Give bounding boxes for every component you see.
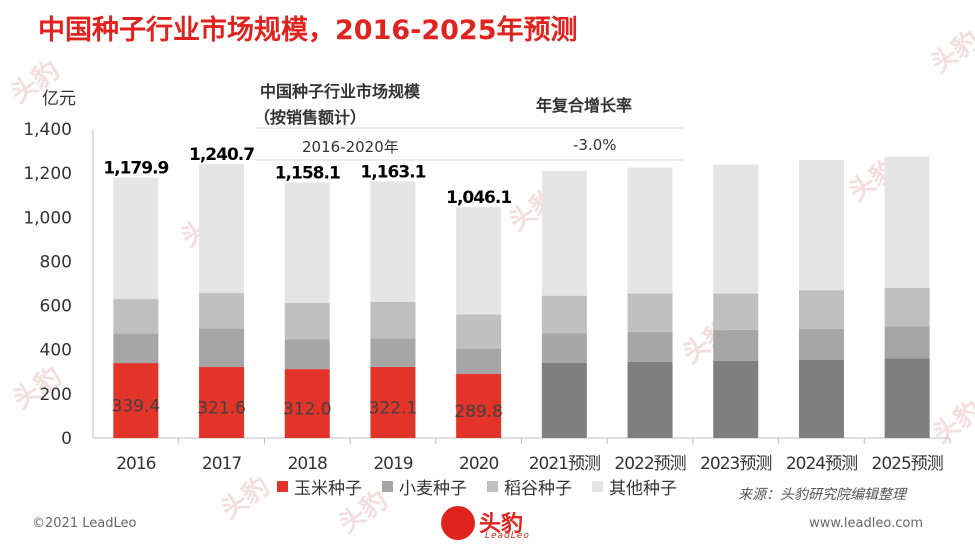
y-tick-label: 400 — [40, 341, 72, 361]
legend-item-other: 其他种子 — [592, 474, 677, 499]
y-tick-label: 1,000 — [23, 208, 72, 228]
bar-segment-other — [370, 181, 416, 302]
legend-item-wheat: 小麦种子 — [382, 474, 467, 499]
page-title: 中国种子行业市场规模，2016-2025年预测 — [38, 15, 578, 46]
bar-segment-corn — [713, 360, 759, 438]
bar-segment-rice — [113, 299, 159, 334]
bar-segment-rice — [284, 302, 330, 340]
data-label-total: 1,240.7 — [189, 145, 254, 165]
bar-segment-other — [284, 182, 330, 303]
y-tick-label: 1,400 — [23, 120, 72, 140]
legend-item-rice: 稻谷种子 — [487, 474, 572, 499]
copyright: ©2021 LeadLeo — [32, 516, 137, 531]
bar-segment-other — [884, 156, 930, 288]
legend-label: 小麦种子 — [399, 479, 467, 499]
bar-segment-wheat — [884, 326, 930, 359]
bar-segment-corn — [284, 369, 330, 438]
table-header-market-size: 中国种子行业市场规模 — [260, 82, 421, 101]
leadleo-logo: 头豹 LeadLeo — [433, 500, 553, 546]
x-tick-label: 2023预测 — [700, 454, 771, 474]
legend-label: 其他种子 — [609, 479, 677, 499]
x-tick-label: 2019 — [373, 454, 412, 474]
bar-segment-corn — [370, 366, 416, 438]
bar-segment-rice — [884, 287, 930, 327]
data-label-corn: 321.6 — [197, 399, 246, 419]
bar-segment-wheat — [456, 348, 502, 375]
bar-segment-rice — [456, 314, 502, 349]
x-tick-label: 2017 — [202, 454, 241, 474]
y-tick-label: 800 — [40, 252, 72, 272]
website-link[interactable]: www.leadleo.com — [809, 516, 923, 531]
legend-swatch — [592, 481, 603, 492]
bar-segment-rice — [541, 295, 587, 334]
logo-sub: LeadLeo — [485, 531, 530, 541]
bar-segment-rice — [199, 293, 245, 329]
bar-segment-corn — [541, 362, 587, 438]
x-tick-label: 2020 — [459, 454, 498, 474]
bar-segment-corn — [798, 359, 844, 438]
bar-segment-rice — [798, 290, 844, 329]
bar-segment-corn — [456, 374, 502, 438]
data-label-corn: 289.8 — [454, 402, 503, 422]
x-tick-label: 2018 — [288, 454, 327, 474]
bar-segment-other — [113, 177, 159, 300]
table-header-cagr: 年复合增长率 — [536, 96, 633, 115]
data-label-total: 1,046.1 — [446, 188, 511, 208]
bar-segment-other — [798, 159, 844, 291]
y-tick-label: 0 — [61, 429, 72, 449]
bar-segment-other — [199, 164, 245, 294]
chart-legend: 玉米种子 小麦种子 稻谷种子 其他种子 — [277, 474, 677, 499]
data-label-corn: 339.4 — [112, 397, 161, 417]
bar-segment-corn — [884, 358, 930, 438]
bar-segment-corn — [627, 361, 673, 438]
legend-label: 玉米种子 — [294, 479, 362, 499]
bar-segment-corn — [199, 367, 245, 438]
bar-segment-wheat — [199, 328, 245, 368]
bar-segment-wheat — [798, 328, 844, 360]
table-header-market-size-note: （按销售额计） — [254, 108, 367, 127]
x-tick-label: 2021预测 — [529, 454, 600, 474]
x-tick-label: 2024预测 — [786, 454, 857, 474]
bar-segment-rice — [627, 293, 673, 333]
x-tick-label: 2022预测 — [614, 454, 685, 474]
source-note: 来源：头豹研究院编辑整理 — [738, 487, 906, 503]
bar-segment-other — [541, 170, 587, 296]
y-tick-label: 200 — [40, 385, 72, 405]
bar-segment-wheat — [284, 339, 330, 370]
bar-segment-other — [456, 207, 502, 315]
y-tick-label: 600 — [40, 297, 72, 317]
x-tick-label: 2025预测 — [872, 454, 943, 474]
y-axis-label: 亿元 — [42, 89, 76, 109]
bar-segment-wheat — [541, 333, 587, 363]
data-label-corn: 312.0 — [283, 400, 332, 420]
data-label-total: 1,179.9 — [103, 159, 168, 179]
data-label-corn: 322.1 — [369, 398, 418, 418]
table-row-cagr: -3.0% — [573, 136, 617, 154]
bar-segment-other — [713, 164, 759, 294]
bar-segment-wheat — [713, 329, 759, 361]
data-label-total: 1,158.1 — [275, 163, 340, 183]
legend-label: 稻谷种子 — [504, 479, 572, 499]
y-tick-label: 1,200 — [23, 164, 72, 184]
bar-segment-rice — [713, 293, 759, 330]
logo-name: 头豹 — [479, 512, 524, 537]
bar-segment-rice — [370, 301, 416, 339]
legend-swatch — [277, 481, 288, 492]
bar-segment-corn — [113, 363, 159, 438]
bar-segment-other — [627, 167, 673, 294]
x-tick-label: 2016 — [116, 454, 155, 474]
legend-swatch — [382, 481, 393, 492]
bar-segment-wheat — [627, 332, 673, 362]
legend-swatch — [487, 481, 498, 492]
table-row-period: 2016-2020年 — [302, 138, 399, 156]
bar-segment-wheat — [113, 333, 159, 364]
legend-item-corn: 玉米种子 — [277, 474, 362, 499]
bar-segment-wheat — [370, 338, 416, 367]
data-label-total: 1,163.1 — [360, 162, 425, 182]
leopard-icon — [441, 506, 475, 540]
